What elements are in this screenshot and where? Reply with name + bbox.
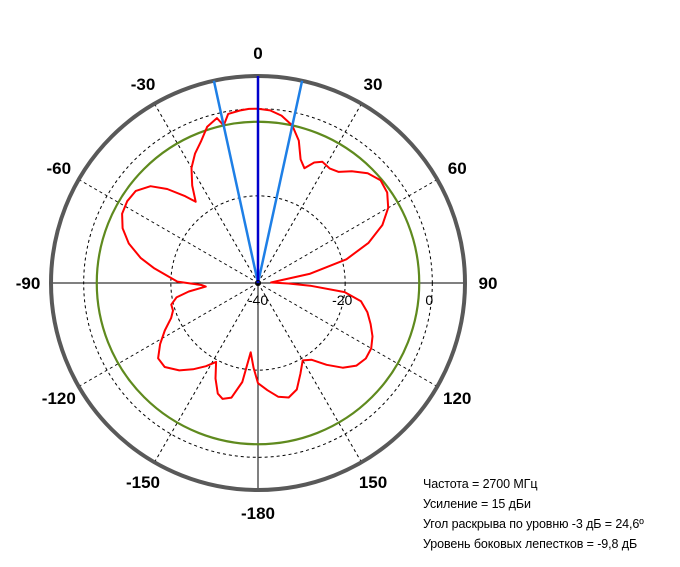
angle-tick-label: -150 (126, 473, 160, 492)
sidelobe-text: Уровень боковых лепестков = -9,8 дБ (423, 537, 638, 551)
angle-tick-label: -90 (16, 274, 41, 293)
beam-edge-line (256, 80, 304, 284)
angle-tick-label: -180 (241, 504, 275, 523)
beamwidth-text: Угол раскрыва по уровню -3 дБ = 24,6º (423, 517, 644, 531)
grid-spoke (154, 282, 259, 463)
angle-tick-label: 0 (253, 44, 262, 63)
angle-tick-label: 150 (359, 473, 387, 492)
labels-layer: 0 30 60 90 120 150 -180 -150 -120 -90 -60 -30 -40 -20… (16, 44, 498, 523)
pattern-series-line (121, 107, 390, 400)
beam-layer (212, 76, 304, 286)
info-panel: Частота = 2700 МГц Усиление = 15 дБи Уго… (423, 474, 644, 554)
gain-text: Усиление = 15 дБи (423, 497, 531, 511)
angle-tick-label: 60 (448, 159, 467, 178)
angle-tick-label: -120 (42, 389, 76, 408)
grid-spoke (78, 179, 259, 284)
angle-tick-label: -30 (131, 75, 156, 94)
angle-tick-label: 90 (479, 274, 498, 293)
grid-spoke (78, 282, 259, 387)
angle-tick-label: 120 (443, 389, 471, 408)
grid-spoke (257, 282, 438, 387)
grid-spoke (154, 103, 259, 284)
grid-spoke (257, 103, 362, 284)
frequency-text: Частота = 2700 МГц (423, 477, 538, 491)
pattern-layer (121, 107, 390, 400)
radial-tick-label: -20 (332, 292, 352, 308)
radial-tick-label: 0 (425, 292, 433, 308)
center-marker (255, 280, 261, 286)
angle-tick-label: 30 (364, 75, 383, 94)
grid-spoke (257, 179, 438, 284)
grid-spoke (257, 282, 362, 463)
angle-tick-label: -60 (47, 159, 72, 178)
beam-edge-line (212, 80, 260, 284)
radial-tick-label: -40 (248, 292, 268, 308)
